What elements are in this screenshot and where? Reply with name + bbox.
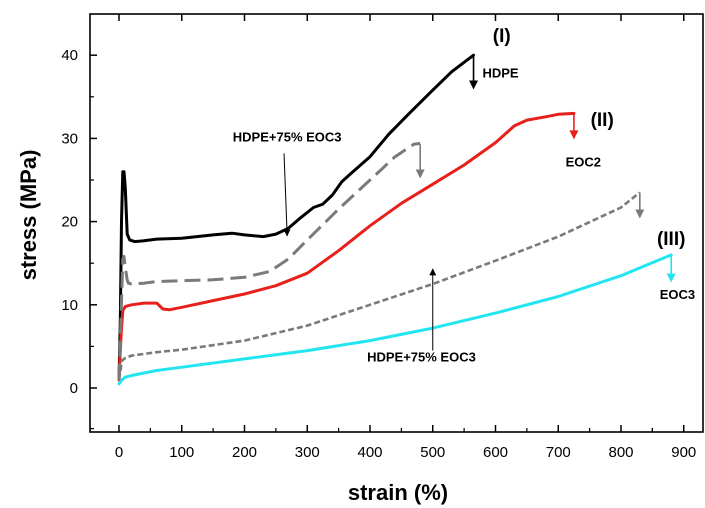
- series-line-4: [117, 141, 421, 380]
- curve-group-label: (II): [591, 110, 614, 131]
- x-tick-label: 100: [169, 444, 194, 461]
- x-tick-label: 300: [295, 444, 320, 461]
- plot-border: [89, 13, 704, 433]
- break-arrow-head: [666, 273, 676, 283]
- x-tick-label: 200: [232, 444, 257, 461]
- arrow-layer: [283, 55, 676, 351]
- y-axis-title: stress (MPa): [16, 150, 41, 281]
- series-line-2: [117, 111, 576, 382]
- x-tick-label: 800: [608, 444, 633, 461]
- y-tick-label: 30: [61, 130, 78, 147]
- x-axis: 0 100 200 300 400 500 600 700 800 900: [115, 14, 696, 461]
- x-tick-label: 700: [546, 444, 571, 461]
- x-axis-title: strain (%): [348, 480, 448, 505]
- series-line-5: [117, 191, 641, 380]
- curve-annotation: EOC2: [566, 155, 601, 170]
- break-arrow-head: [415, 169, 425, 179]
- x-tick-label: 500: [420, 444, 445, 461]
- curve-annotation: EOC3: [660, 287, 695, 302]
- curve-group-label: (III): [657, 229, 686, 250]
- series-line-1: [117, 53, 475, 382]
- series-layer: [117, 53, 673, 386]
- break-arrow-head: [469, 80, 479, 90]
- y-tick-label: 10: [61, 297, 78, 314]
- y-tick-label: 40: [61, 47, 78, 64]
- series-line-3: [117, 253, 673, 386]
- x-tick-label: 600: [483, 444, 508, 461]
- y-tick-label: 20: [61, 214, 78, 231]
- x-tick-label: 400: [357, 444, 382, 461]
- curve-group-label: (I): [493, 26, 511, 47]
- y-axis: 0 10 20 30 40: [61, 47, 97, 430]
- x-tick-label: 900: [671, 444, 696, 461]
- annotation-layer: (I) (II) (III) HDPE EOC2 EOC3 HDPE+75% EOC3 HDP…: [233, 26, 695, 364]
- pointer-arrow: [283, 153, 291, 237]
- curve-annotation: HDPE+75% EOC3: [367, 349, 476, 364]
- x-tick-label: 0: [115, 444, 123, 461]
- plot-frame: [89, 13, 704, 433]
- break-arrow-head: [635, 209, 645, 219]
- curve-annotation: HDPE: [482, 66, 518, 81]
- y-tick-label: 0: [70, 380, 78, 397]
- curve-annotation: HDPE+75% EOC3: [233, 130, 342, 145]
- break-arrow-head: [569, 130, 579, 140]
